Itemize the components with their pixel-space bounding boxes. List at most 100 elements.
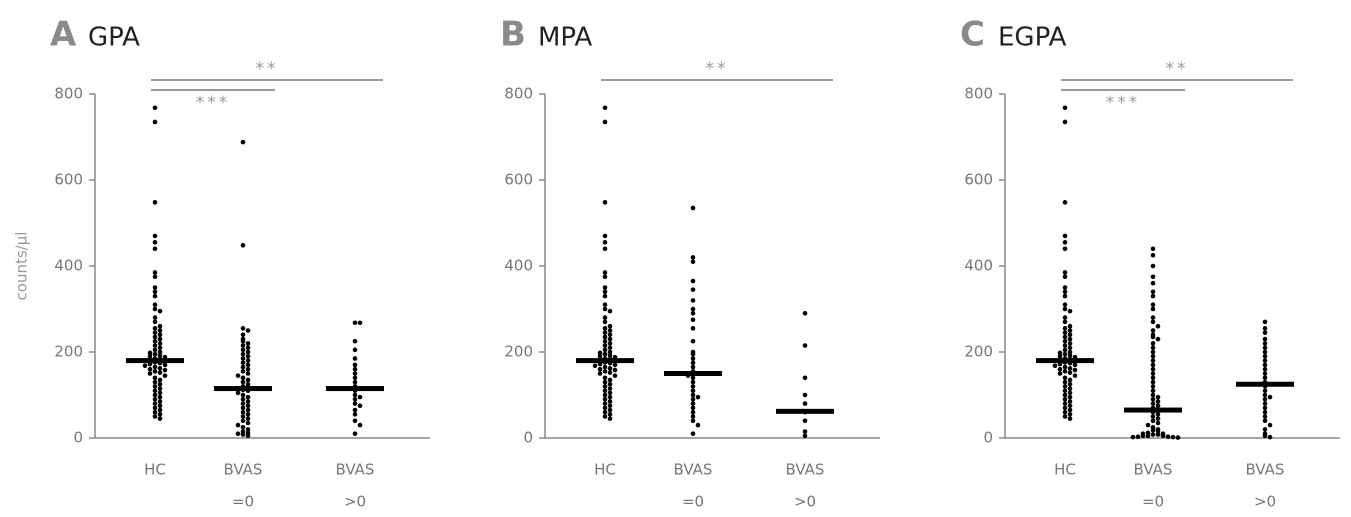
data-point <box>1150 319 1156 325</box>
x-tick-label: >0 <box>794 493 816 511</box>
data-point <box>602 319 608 325</box>
data-point <box>352 407 358 413</box>
data-point <box>607 403 613 409</box>
data-point <box>690 351 696 357</box>
data-point <box>607 332 613 338</box>
data-point <box>152 270 158 275</box>
data-point <box>1130 434 1136 440</box>
data-point <box>1150 263 1156 269</box>
x-tick-label: HC <box>1054 461 1076 479</box>
data-point <box>602 401 608 406</box>
panel-title: EGPA <box>998 23 1067 53</box>
data-point <box>352 362 358 368</box>
y-tick-label: 400 <box>504 257 533 275</box>
data-point <box>607 366 613 371</box>
data-point <box>1150 280 1156 286</box>
data-point <box>1262 354 1268 359</box>
data-point <box>1155 403 1161 409</box>
significance-label: ** <box>256 59 279 79</box>
y-tick-label: 400 <box>54 257 83 275</box>
data-point <box>612 362 618 368</box>
data-point <box>142 363 148 369</box>
data-point <box>357 403 363 409</box>
data-point <box>1062 233 1068 239</box>
data-point <box>1155 416 1161 421</box>
data-point <box>240 379 246 385</box>
panel-letter: B <box>500 15 526 55</box>
data-point <box>240 432 246 437</box>
y-tick-label: 200 <box>964 343 993 361</box>
data-point <box>690 306 696 312</box>
data-point <box>1067 349 1073 355</box>
data-point <box>152 200 158 205</box>
data-point <box>1150 302 1156 308</box>
data-point <box>147 371 153 376</box>
data-point <box>1062 375 1068 381</box>
data-point <box>157 328 163 333</box>
data-point <box>240 392 246 398</box>
data-point <box>240 338 246 344</box>
data-point <box>802 392 808 398</box>
data-point <box>1160 433 1166 439</box>
x-tick-label: HC <box>594 461 616 479</box>
data-point <box>1067 353 1073 358</box>
data-point <box>157 381 163 387</box>
data-point <box>602 364 608 370</box>
data-point <box>690 338 696 344</box>
data-point <box>602 274 608 280</box>
data-point <box>240 418 246 424</box>
data-point <box>1150 397 1156 402</box>
data-point <box>607 353 613 358</box>
data-point <box>240 360 246 366</box>
data-point <box>240 397 246 402</box>
y-tick-label: 0 <box>73 429 83 447</box>
data-point <box>602 270 608 275</box>
data-point <box>1267 394 1273 400</box>
data-point <box>1150 392 1156 398</box>
data-point <box>1262 349 1268 355</box>
data-point <box>1062 347 1068 353</box>
data-point <box>240 414 246 419</box>
data-point <box>690 205 696 211</box>
data-point <box>152 246 158 252</box>
data-point <box>1062 351 1068 357</box>
data-point <box>240 139 246 145</box>
data-point <box>1150 274 1156 280</box>
data-point <box>1155 336 1161 342</box>
data-point <box>352 401 358 406</box>
data-point <box>1067 407 1073 413</box>
data-point <box>1262 409 1268 415</box>
x-tick-label: BVAS <box>674 461 713 479</box>
data-point <box>802 433 808 439</box>
data-point <box>607 407 613 413</box>
data-point <box>245 341 251 346</box>
data-point <box>245 433 251 439</box>
data-point <box>607 370 613 375</box>
data-point <box>1262 358 1268 363</box>
data-point <box>357 422 363 428</box>
y-tick-label: 800 <box>54 85 83 103</box>
data-point <box>1150 427 1156 433</box>
data-point <box>240 326 246 331</box>
data-point <box>607 377 613 383</box>
data-point <box>245 358 251 363</box>
data-point <box>157 353 163 358</box>
data-point <box>602 119 608 125</box>
data-point <box>352 431 358 437</box>
data-point <box>157 407 163 413</box>
y-tick-label: 200 <box>54 343 83 361</box>
panel-letter: A <box>50 15 77 55</box>
median-bar <box>1124 407 1182 413</box>
data-point <box>607 341 613 346</box>
data-point <box>1150 401 1156 406</box>
x-tick-label: BVAS <box>336 461 375 479</box>
data-point <box>1067 345 1073 351</box>
data-point <box>602 315 608 320</box>
data-point <box>245 362 251 368</box>
data-point <box>157 412 163 417</box>
data-point <box>162 362 168 368</box>
data-point <box>607 390 613 396</box>
data-point <box>1262 388 1268 394</box>
data-point <box>152 240 158 245</box>
